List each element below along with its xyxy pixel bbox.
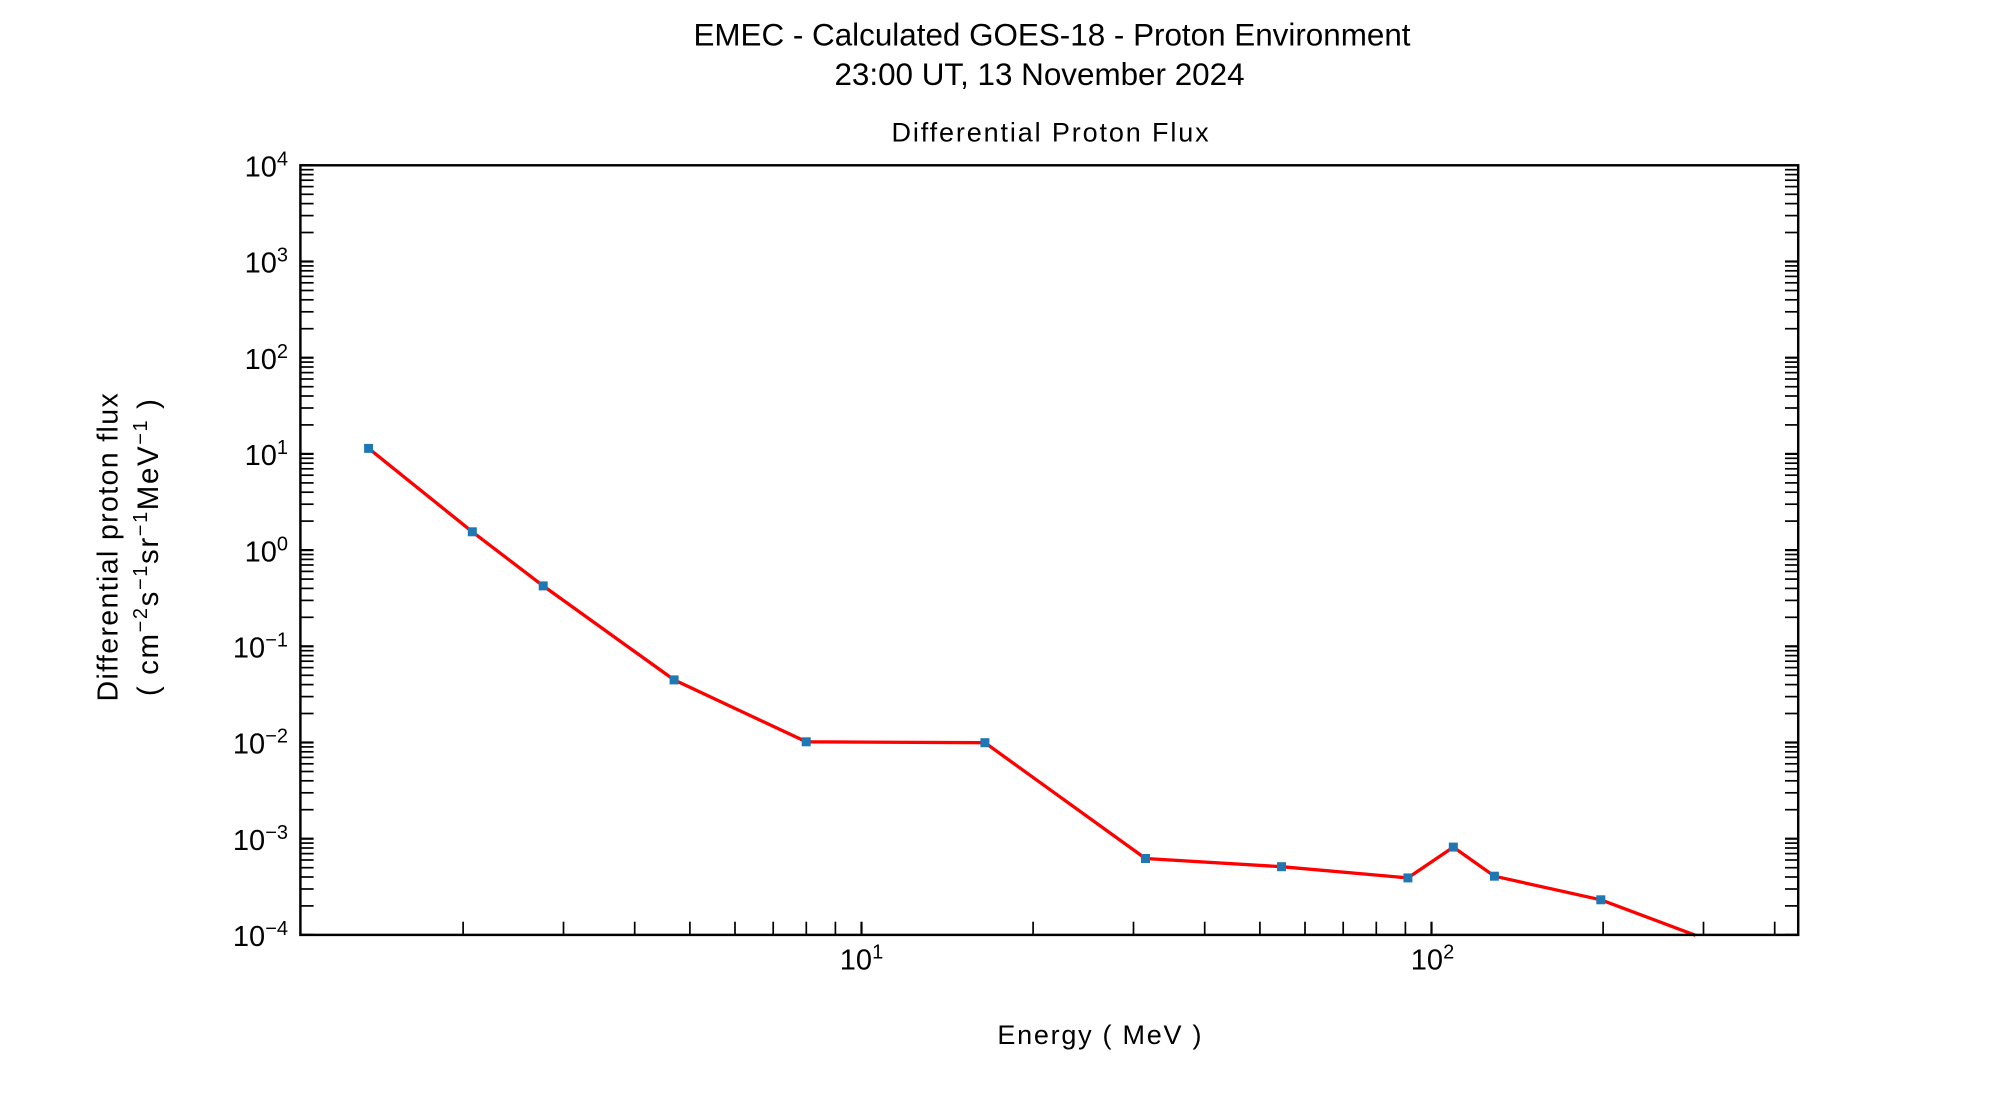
svg-text:Energy ( MeV ): Energy ( MeV ) (997, 1020, 1203, 1050)
svg-text:Differential proton flux: Differential proton flux (93, 392, 125, 702)
svg-text:23:00 UT, 13 November 2024: 23:00 UT, 13 November 2024 (834, 57, 1244, 92)
svg-text:EMEC - Calculated GOES-18 - Pr: EMEC - Calculated GOES-18 - Proton Envir… (693, 18, 1410, 53)
svg-text:Differential Proton Flux: Differential Proton Flux (891, 118, 1210, 148)
svg-text:10−2: 10−2 (233, 726, 288, 761)
svg-text:10−1: 10−1 (233, 630, 288, 665)
svg-text:( cm−2s−1sr−1MeV−1 ): ( cm−2s−1sr−1MeV−1 ) (130, 397, 165, 696)
